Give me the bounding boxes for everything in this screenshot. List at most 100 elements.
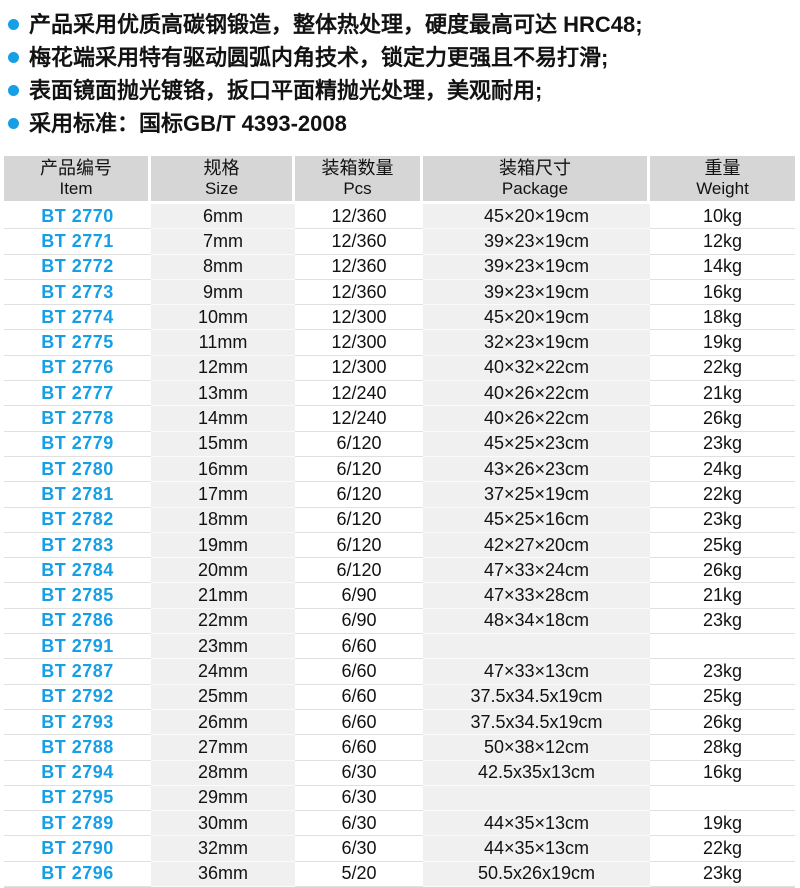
feature-item: 梅花端采用特有驱动圆弧内角技术，锁定力更强且不易打滑;	[8, 41, 800, 74]
table-body: BT 2770 6mm 12/360 45×20×19cm 10kg BT 27…	[4, 204, 795, 888]
pcs-cell: 12/300	[295, 355, 423, 382]
pcs-cell: 5/20	[295, 861, 423, 888]
item-code-cell: BT 2789	[4, 811, 151, 837]
column-header-pcs: 装箱数量 Pcs	[295, 156, 423, 204]
table-row: BT 2792 25mm 6/60 37.5x34.5x19cm 25kg	[4, 684, 795, 710]
item-code-cell: BT 2781	[4, 482, 151, 508]
column-header-weight-zh: 重量	[704, 158, 741, 178]
weight-cell: 21kg	[650, 381, 795, 407]
package-cell: 44×35×13cm	[423, 836, 650, 862]
weight-cell: 10kg	[650, 204, 795, 230]
item-code-cell: BT 2793	[4, 709, 151, 736]
pcs-cell: 12/360	[295, 279, 423, 306]
size-cell: 27mm	[151, 735, 295, 761]
pcs-cell: 6/60	[295, 684, 423, 710]
pcs-cell: 6/60	[295, 634, 423, 660]
package-cell	[423, 634, 650, 660]
size-cell: 10mm	[151, 305, 295, 331]
table-row: BT 2796 36mm 5/20 50.5x26x19cm 23kg	[4, 861, 795, 888]
column-header-size-zh: 规格	[203, 158, 240, 178]
table-row: BT 2770 6mm 12/360 45×20×19cm 10kg	[4, 204, 795, 230]
column-header-weight: 重量 Weight	[650, 156, 795, 204]
size-cell: 18mm	[151, 507, 295, 533]
table-row: BT 2783 19mm 6/120 42×27×20cm 25kg	[4, 532, 795, 559]
pcs-cell: 6/120	[295, 456, 423, 483]
package-cell: 47×33×28cm	[423, 583, 650, 609]
pcs-cell: 6/30	[295, 836, 423, 862]
pcs-cell: 6/90	[295, 583, 423, 609]
table-row: BT 2775 11mm 12/300 32×23×19cm 19kg	[4, 330, 795, 356]
table-row: BT 2794 28mm 6/30 42.5x35x13cm 16kg	[4, 760, 795, 786]
size-cell: 32mm	[151, 836, 295, 862]
size-cell: 36mm	[151, 861, 295, 888]
item-code-cell: BT 2775	[4, 330, 151, 356]
size-cell: 12mm	[151, 355, 295, 382]
item-code-cell: BT 2779	[4, 431, 151, 457]
size-cell: 6mm	[151, 204, 295, 230]
pcs-cell: 6/60	[295, 735, 423, 761]
weight-cell: 14kg	[650, 254, 795, 280]
pcs-cell: 6/120	[295, 482, 423, 508]
package-cell: 47×33×24cm	[423, 558, 650, 584]
package-cell: 37.5x34.5x19cm	[423, 684, 650, 710]
pcs-cell: 6/60	[295, 709, 423, 736]
table-row: BT 2774 10mm 12/300 45×20×19cm 18kg	[4, 305, 795, 331]
pcs-cell: 6/30	[295, 785, 423, 812]
column-header-size: 规格 Size	[151, 156, 295, 204]
weight-cell: 26kg	[650, 406, 795, 432]
table-row: BT 2784 20mm 6/120 47×33×24cm 26kg	[4, 558, 795, 584]
size-cell: 11mm	[151, 330, 295, 356]
weight-cell: 12kg	[650, 229, 795, 255]
size-cell: 19mm	[151, 532, 295, 559]
size-cell: 16mm	[151, 456, 295, 483]
bullet-icon	[8, 52, 19, 63]
package-cell: 42.5x35x13cm	[423, 760, 650, 786]
item-code-cell: BT 2788	[4, 735, 151, 761]
package-cell	[423, 785, 650, 812]
package-cell: 43×26×23cm	[423, 456, 650, 483]
item-code-cell: BT 2771	[4, 229, 151, 255]
package-cell: 40×26×22cm	[423, 406, 650, 432]
item-code-cell: BT 2777	[4, 381, 151, 407]
weight-cell: 24kg	[650, 456, 795, 483]
package-cell: 50.5x26x19cm	[423, 861, 650, 888]
weight-cell: 23kg	[650, 861, 795, 888]
item-code-cell: BT 2794	[4, 760, 151, 786]
item-code-cell: BT 2780	[4, 456, 151, 483]
package-cell: 45×25×23cm	[423, 431, 650, 457]
item-code-cell: BT 2774	[4, 305, 151, 331]
pcs-cell: 12/240	[295, 406, 423, 432]
package-cell: 39×23×19cm	[423, 279, 650, 306]
size-cell: 30mm	[151, 811, 295, 837]
feature-list: 产品采用优质高碳钢锻造，整体热处理，硬度最高可达 HRC48; 梅花端采用特有驱动…	[0, 0, 800, 140]
table-row: BT 2781 17mm 6/120 37×25×19cm 22kg	[4, 482, 795, 508]
weight-cell: 16kg	[650, 279, 795, 306]
column-header-weight-en: Weight	[696, 179, 749, 198]
size-cell: 23mm	[151, 634, 295, 660]
weight-cell: 21kg	[650, 583, 795, 609]
column-header-item: 产品编号 Item	[4, 156, 151, 204]
item-code-cell: BT 2772	[4, 254, 151, 280]
pcs-cell: 12/360	[295, 254, 423, 280]
size-cell: 14mm	[151, 406, 295, 432]
table-row: BT 2789 30mm 6/30 44×35×13cm 19kg	[4, 811, 795, 837]
pcs-cell: 6/90	[295, 608, 423, 635]
table-row: BT 2793 26mm 6/60 37.5x34.5x19cm 26kg	[4, 709, 795, 736]
pcs-cell: 6/120	[295, 507, 423, 533]
size-cell: 29mm	[151, 785, 295, 812]
size-cell: 9mm	[151, 279, 295, 306]
weight-cell: 22kg	[650, 482, 795, 508]
column-header-item-en: Item	[59, 179, 93, 198]
pcs-cell: 12/300	[295, 305, 423, 331]
weight-cell: 23kg	[650, 659, 795, 685]
table-row: BT 2773 9mm 12/360 39×23×19cm 16kg	[4, 279, 795, 306]
size-cell: 24mm	[151, 659, 295, 685]
table-row: BT 2777 13mm 12/240 40×26×22cm 21kg	[4, 381, 795, 407]
bullet-icon	[8, 85, 19, 96]
bullet-icon	[8, 118, 19, 129]
package-cell: 45×25×16cm	[423, 507, 650, 533]
item-code-cell: BT 2773	[4, 279, 151, 306]
column-header-pcs-en: Pcs	[343, 179, 372, 198]
feature-item: 表面镜面抛光镀铬，扳口平面精抛光处理，美观耐用;	[8, 74, 800, 107]
